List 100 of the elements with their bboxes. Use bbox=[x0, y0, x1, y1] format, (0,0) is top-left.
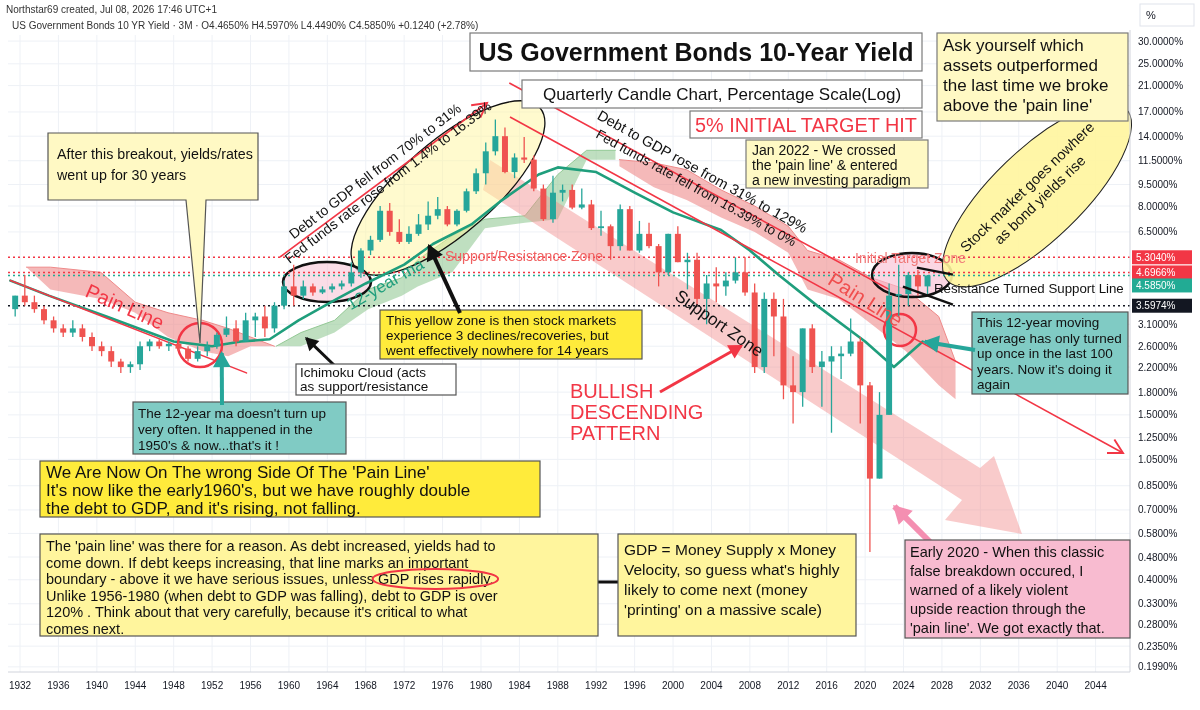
y-tick-label: 1.5000% bbox=[1138, 409, 1178, 421]
x-tick-label: 1960 bbox=[277, 680, 301, 691]
candlestick bbox=[598, 210, 604, 237]
y-tick-label: 0.2800% bbox=[1138, 618, 1178, 630]
candlestick bbox=[300, 279, 307, 300]
x-tick-label: 1964 bbox=[316, 680, 339, 691]
ref-line-label: 4.6966% bbox=[1136, 266, 1176, 278]
annotation: The 12-year ma doesn't turn up very often. It happened in the 1950's & now...that's it ! bbox=[138, 406, 326, 453]
candlestick bbox=[386, 202, 393, 237]
candlestick bbox=[89, 331, 95, 352]
x-tick-label: 1984 bbox=[508, 680, 531, 691]
x-tick-label: 1948 bbox=[162, 680, 186, 691]
y-tick-label: 1.8000% bbox=[1138, 386, 1178, 398]
y-tick-label: 1.0500% bbox=[1138, 453, 1178, 465]
candlestick bbox=[233, 319, 240, 347]
y-tick-label: 2.2000% bbox=[1138, 361, 1178, 373]
y-tick-label: 21.0000% bbox=[1138, 80, 1184, 92]
annotation: Support/Resistance Zone bbox=[445, 248, 604, 264]
candlestick bbox=[396, 218, 403, 245]
y-tick-label: 30.0000% bbox=[1138, 35, 1184, 47]
y-tick-label: 0.4000% bbox=[1138, 574, 1178, 586]
x-tick-label: 2012 bbox=[777, 680, 800, 691]
y-tick-label: 0.7000% bbox=[1138, 504, 1178, 516]
x-tick-label: 2024 bbox=[892, 680, 916, 691]
text: US Government Bonds 10 YR Yield · 3M · O4.4650% H4.5970% L4.4490% C4.5850% +0.1240 (+2.78%) bbox=[12, 20, 479, 31]
x-tick-label: 1944 bbox=[124, 680, 147, 691]
candlestick bbox=[242, 312, 249, 343]
candlestick bbox=[473, 167, 480, 195]
y-tick-label: 0.1990% bbox=[1138, 661, 1178, 673]
y-tick-label: 3.1000% bbox=[1138, 318, 1178, 330]
x-tick-label: 2004 bbox=[700, 680, 724, 691]
candlestick bbox=[607, 223, 614, 261]
x-tick-label: 2036 bbox=[1007, 680, 1031, 691]
y-tick-label: 0.8500% bbox=[1138, 480, 1178, 492]
annotation: The 'pain line' was there for a reason. As debt increased, yields had to come down. If debt keeps increasing, that line marks an important boundary - above it we have serious issues, unless GDP rises rapidly. Unlike 1956-1980 (when debt to GDP was falling), debt to GDP is over 120% . Think about that very carefully, because it's critical to what comes next. bbox=[46, 538, 498, 637]
text: Pain Line bbox=[82, 279, 168, 334]
y-tick-label: 25.0000% bbox=[1138, 58, 1184, 70]
x-tick-label: 2008 bbox=[738, 680, 762, 691]
candlestick bbox=[914, 269, 921, 297]
candlestick bbox=[482, 141, 489, 186]
x-tick-label: 1996 bbox=[623, 680, 647, 691]
candlestick bbox=[521, 136, 528, 164]
x-tick-label: 1976 bbox=[431, 680, 455, 691]
candlestick bbox=[588, 199, 595, 231]
annotation: GDP = Money Supply x Money Velocity, so guess what's highly likely to come next (money 'printing' on a massive scale) bbox=[624, 541, 840, 618]
candlestick bbox=[271, 301, 278, 334]
x-tick-label: 2020 bbox=[854, 680, 877, 691]
candlestick bbox=[21, 274, 28, 307]
annotation: BULLISH DESCENDING PATTERN bbox=[570, 380, 704, 444]
candlestick bbox=[828, 345, 835, 434]
y-tick-label: 11.5000% bbox=[1138, 155, 1183, 167]
annotation: Pain Line bbox=[824, 268, 907, 332]
candlestick bbox=[847, 317, 854, 357]
candlestick bbox=[463, 187, 470, 214]
annotation: This yellow zone is then stock markets experience 3 declines/recoveries, but went effectively nowhere for 14 years bbox=[385, 313, 617, 358]
y-tick-label: 9.5000% bbox=[1138, 179, 1178, 191]
candlestick bbox=[770, 291, 777, 357]
y-tick-label: 0.4800% bbox=[1138, 551, 1178, 563]
candlestick bbox=[636, 220, 643, 254]
candlestick bbox=[415, 213, 422, 237]
x-tick-label: 1936 bbox=[47, 680, 70, 691]
y-tick-label: 0.5800% bbox=[1138, 527, 1178, 539]
candlestick bbox=[742, 256, 749, 297]
y-tick-label: 2.6000% bbox=[1138, 340, 1178, 352]
candlestick bbox=[290, 263, 297, 307]
chart-title: US Government Bonds 10-Year Yield bbox=[478, 38, 914, 66]
y-axis-title: % bbox=[1146, 9, 1156, 21]
annotation: We Are Now On The wrong Side Of The 'Pain Line' It's now like the early1960's, but we have roughly double the debt to GDP, and it's rising, not falling. bbox=[46, 463, 471, 518]
y-tick-label: 6.5000% bbox=[1138, 226, 1178, 238]
x-tick-label: 2032 bbox=[969, 680, 992, 691]
annotation: After this breakout, yields/rates went up for 30 years bbox=[56, 146, 253, 183]
x-tick-label: 1952 bbox=[200, 680, 224, 691]
x-tick-label: 1940 bbox=[85, 680, 109, 691]
annotation: Early 2020 - When this classic false breakdown occured, I warned of a likely violent upside reaction through the 'pain line'. We got exactly that. bbox=[909, 544, 1105, 636]
candlestick bbox=[223, 315, 230, 338]
candlestick bbox=[41, 304, 47, 325]
candlestick bbox=[492, 118, 499, 157]
x-tick-label: 2000 bbox=[661, 680, 685, 691]
candlestick bbox=[790, 355, 797, 425]
candlestick bbox=[434, 196, 441, 220]
candlestick bbox=[261, 304, 268, 338]
y-tick-label: 0.2350% bbox=[1138, 640, 1178, 652]
y-tick-label: 14.0000% bbox=[1138, 130, 1184, 142]
y-tick-label: 17.0000% bbox=[1138, 106, 1184, 118]
y-tick-label: 8.0000% bbox=[1138, 200, 1178, 212]
annotation: Ichimoku Cloud (acts as support/resistance bbox=[300, 365, 429, 394]
annotation: Jan 2022 - We crossed the 'pain line' & entered a new investing paradigm bbox=[752, 142, 911, 188]
x-tick-label: 1988 bbox=[546, 680, 570, 691]
ref-line-label: 3.5974% bbox=[1136, 300, 1176, 312]
candlestick bbox=[367, 235, 374, 256]
candlestick bbox=[569, 183, 576, 210]
candlestick bbox=[137, 340, 144, 371]
x-tick-label: 1980 bbox=[469, 680, 493, 691]
annotation: Ask yourself which assets outperformed the last time we broke above the 'pain line' bbox=[943, 36, 1109, 115]
y-tick-label: 0.3300% bbox=[1138, 598, 1178, 610]
candlestick bbox=[646, 222, 653, 249]
x-tick-label: 1968 bbox=[354, 680, 378, 691]
candlestick bbox=[511, 152, 518, 179]
candlestick bbox=[444, 205, 451, 227]
candlestick bbox=[425, 200, 432, 231]
